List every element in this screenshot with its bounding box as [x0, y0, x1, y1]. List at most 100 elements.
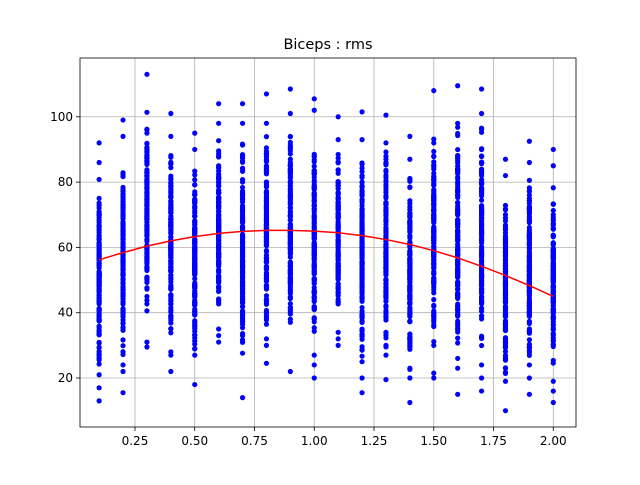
data-point: [120, 226, 126, 232]
data-point: [335, 178, 341, 185]
data-point: [239, 350, 246, 356]
data-point: [311, 258, 317, 265]
x-tick-label: 2.00: [540, 434, 567, 448]
data-point: [431, 187, 437, 193]
data-point: [216, 208, 222, 214]
data-point: [192, 256, 198, 262]
data-point: [478, 197, 485, 203]
data-point: [311, 290, 317, 296]
data-point: [287, 156, 293, 162]
data-point: [550, 225, 556, 231]
data-point: [550, 342, 556, 348]
data-point: [431, 207, 437, 213]
data-point: [263, 360, 270, 366]
data-point: [216, 260, 222, 267]
data-point: [287, 166, 293, 172]
data-point: [239, 210, 246, 216]
data-point: [239, 245, 246, 251]
data-point: [144, 237, 150, 243]
data-point: [168, 110, 174, 117]
data-point: [144, 219, 150, 225]
data-point: [168, 177, 174, 183]
data-point: [526, 337, 532, 343]
data-point: [239, 321, 246, 327]
data-point: [263, 210, 270, 216]
data-point: [550, 217, 556, 223]
data-point: [478, 215, 485, 222]
data-point: [168, 223, 174, 229]
fit-curve-series: [98, 229, 554, 298]
data-point: [239, 395, 246, 401]
data-point: [431, 297, 437, 303]
data-point: [120, 337, 126, 343]
data-point: [263, 277, 270, 284]
data-point: [311, 220, 317, 226]
data-point: [431, 370, 437, 376]
data-point: [144, 223, 150, 229]
data-point: [192, 276, 198, 282]
data-point: [96, 200, 102, 206]
data-point: [502, 370, 509, 377]
data-point: [287, 296, 293, 302]
data-point: [335, 167, 341, 173]
data-point: [335, 234, 341, 240]
data-point: [455, 237, 461, 244]
data-point: [526, 280, 532, 286]
data-point: [120, 292, 126, 299]
data-point: [120, 214, 126, 220]
data-point: [455, 265, 461, 271]
data-point: [502, 325, 509, 331]
data-point: [407, 292, 413, 298]
data-point: [192, 299, 198, 305]
data-point: [96, 224, 102, 230]
data-point: [263, 190, 270, 196]
data-point: [168, 133, 174, 139]
data-point: [168, 198, 174, 204]
data-point: [216, 151, 222, 157]
data-point: [359, 173, 365, 179]
data-point: [311, 157, 317, 163]
data-point: [335, 336, 341, 342]
data-point: [335, 191, 341, 197]
data-point: [96, 176, 102, 183]
data-point: [96, 315, 102, 321]
data-point: [192, 226, 198, 233]
data-point: [311, 306, 317, 313]
data-point: [526, 159, 532, 166]
data-point: [502, 233, 509, 239]
data-point: [96, 241, 102, 247]
data-point: [359, 184, 365, 190]
x-tick-label: 1.25: [361, 434, 388, 448]
data-point: [239, 331, 246, 337]
data-point: [192, 245, 198, 251]
data-point: [311, 190, 317, 196]
data-point: [287, 194, 293, 200]
data-point: [144, 344, 150, 350]
x-tick-label: 0.25: [122, 434, 149, 448]
data-point: [407, 274, 413, 280]
data-point: [144, 158, 150, 164]
data-point: [144, 285, 150, 291]
data-point: [455, 340, 461, 346]
data-point: [431, 290, 437, 296]
data-point: [526, 233, 532, 239]
data-point: [311, 248, 317, 254]
data-point: [502, 378, 509, 384]
data-point: [383, 253, 389, 259]
data-point: [550, 260, 556, 266]
data-point: [192, 338, 198, 344]
data-point: [335, 298, 341, 304]
data-point: [311, 198, 317, 204]
data-point: [192, 249, 198, 255]
data-point: [431, 159, 437, 165]
data-point: [311, 107, 317, 113]
data-point: [335, 285, 341, 291]
data-point: [239, 269, 246, 276]
data-point: [526, 318, 532, 325]
data-point: [359, 179, 365, 185]
data-point: [216, 190, 222, 196]
data-point: [96, 236, 102, 242]
axes-frame: [79, 57, 577, 428]
data-point: [526, 375, 532, 381]
